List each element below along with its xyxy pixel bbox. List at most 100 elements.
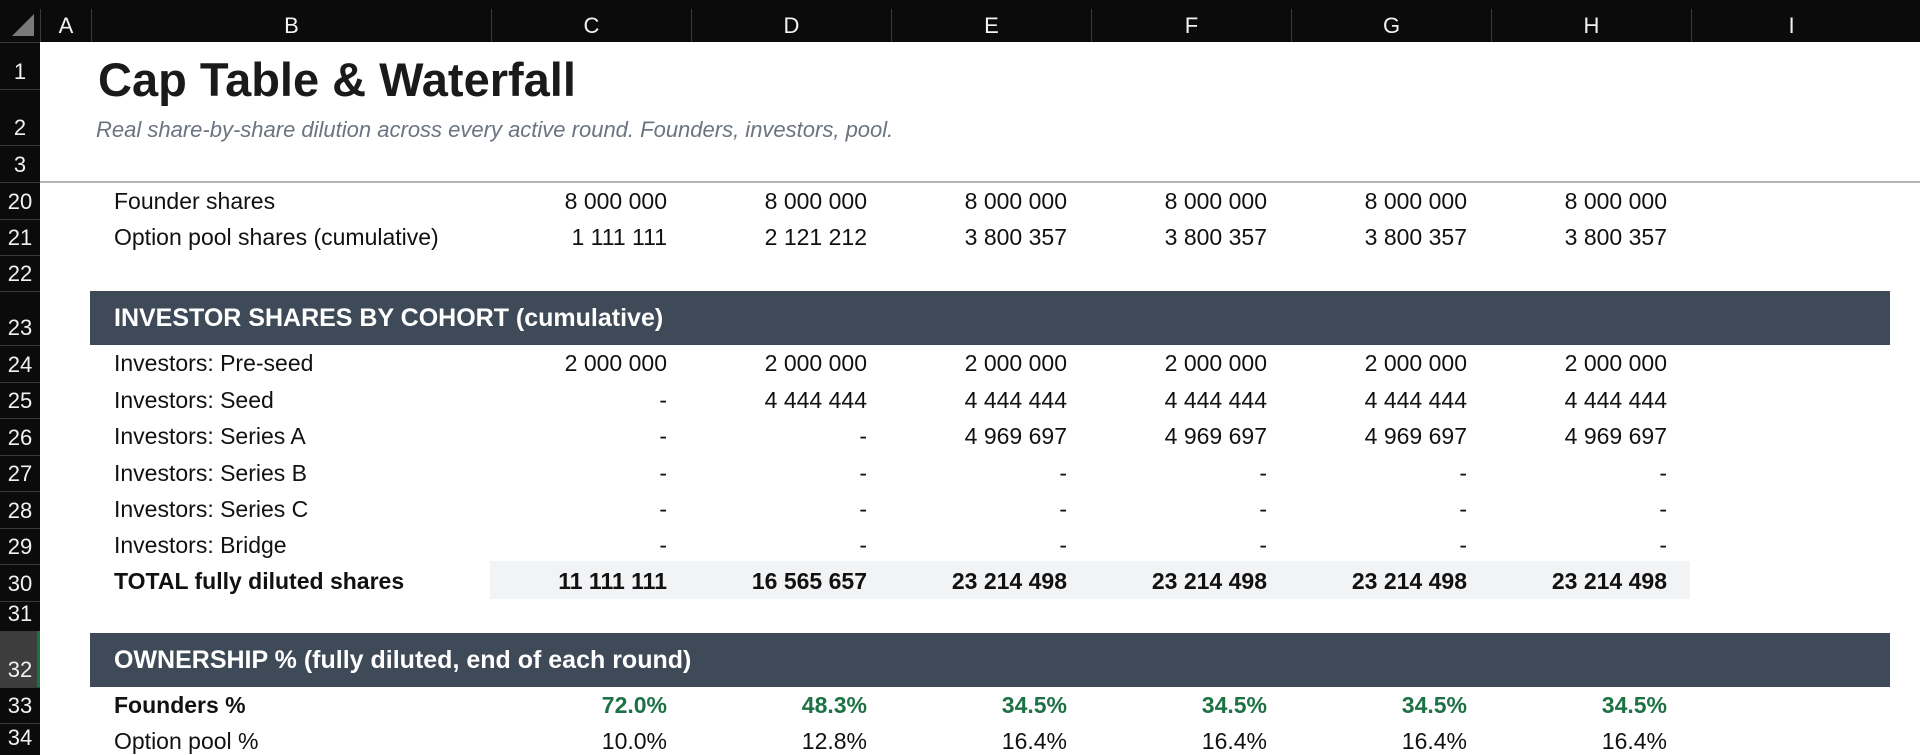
cell[interactable]: 23 214 498: [951, 568, 1067, 594]
cell[interactable]: -: [1459, 532, 1467, 558]
cell[interactable]: 8 000 000: [964, 188, 1067, 214]
row-header-31[interactable]: 31: [0, 601, 40, 631]
column-header-f[interactable]: F: [1091, 9, 1291, 42]
section-header-investor-shares[interactable]: INVESTOR SHARES BY COHORT (cumulative): [90, 291, 1890, 345]
row-header-24[interactable]: 24: [0, 345, 40, 382]
section-header-ownership[interactable]: OWNERSHIP % (fully diluted, end of each …: [90, 633, 1890, 687]
cell[interactable]: -: [1059, 460, 1067, 486]
row-header-33[interactable]: 33: [0, 687, 40, 723]
cell[interactable]: 16.4%: [1001, 728, 1067, 754]
cell[interactable]: -: [1059, 532, 1067, 558]
cell[interactable]: 8 000 000: [1364, 188, 1467, 214]
column-header-h[interactable]: H: [1491, 9, 1691, 42]
row-label-investors-seed[interactable]: Investors: Seed: [114, 387, 274, 413]
row-header-1[interactable]: 1: [0, 42, 40, 89]
cell[interactable]: 16 565 657: [751, 568, 867, 594]
cell[interactable]: -: [1459, 496, 1467, 522]
row-header-22[interactable]: 22: [0, 255, 40, 291]
select-all-corner[interactable]: [0, 9, 40, 42]
cell[interactable]: 11 111 111: [558, 568, 667, 594]
row-header-29[interactable]: 29: [0, 528, 40, 564]
cell[interactable]: 3 800 357: [1364, 224, 1467, 250]
cell[interactable]: 23 214 498: [1351, 568, 1467, 594]
cell[interactable]: -: [859, 460, 867, 486]
cell[interactable]: 2 000 000: [964, 350, 1067, 376]
row-header-28[interactable]: 28: [0, 491, 40, 528]
cell[interactable]: 4 969 697: [1364, 423, 1467, 449]
cell[interactable]: 2 000 000: [1564, 350, 1667, 376]
row-header-3[interactable]: 3: [0, 145, 40, 182]
row-header-23[interactable]: 23: [0, 291, 40, 345]
cell[interactable]: -: [659, 387, 667, 413]
cell[interactable]: 4 444 444: [1164, 387, 1267, 413]
cell[interactable]: 23 214 498: [1551, 568, 1667, 594]
column-header-e[interactable]: E: [891, 9, 1091, 42]
row-label-total-fully-diluted[interactable]: TOTAL fully diluted shares: [114, 568, 405, 594]
column-header-a[interactable]: A: [40, 9, 91, 42]
row-header-32[interactable]: 32: [0, 631, 40, 687]
cell[interactable]: 4 444 444: [964, 387, 1067, 413]
cell[interactable]: -: [1459, 460, 1467, 486]
cell[interactable]: -: [1659, 496, 1667, 522]
row-header-27[interactable]: 27: [0, 455, 40, 491]
cell[interactable]: 10.0%: [601, 728, 667, 754]
cell[interactable]: -: [1259, 460, 1267, 486]
row-header-20[interactable]: 20: [0, 182, 40, 219]
cell[interactable]: 4 969 697: [1564, 423, 1667, 449]
cell[interactable]: 12.8%: [801, 728, 867, 754]
cell[interactable]: -: [659, 496, 667, 522]
cell[interactable]: 34.5%: [1201, 692, 1267, 718]
cell[interactable]: -: [1659, 460, 1667, 486]
cell[interactable]: -: [859, 423, 867, 449]
cell[interactable]: 8 000 000: [1564, 188, 1667, 214]
row-label-option-pool-shares[interactable]: Option pool shares (cumulative): [114, 224, 439, 250]
row-label-founder-shares[interactable]: Founder shares: [114, 188, 276, 214]
cell[interactable]: 16.4%: [1401, 728, 1467, 754]
cell[interactable]: 34.5%: [1001, 692, 1067, 718]
cell[interactable]: 8 000 000: [564, 188, 667, 214]
row-header-26[interactable]: 26: [0, 418, 40, 455]
cell[interactable]: 4 444 444: [1564, 387, 1667, 413]
cell[interactable]: 2 121 212: [764, 224, 867, 250]
row-label-investors-series-a[interactable]: Investors: Series A: [114, 423, 306, 449]
cell[interactable]: 3 800 357: [1564, 224, 1667, 250]
cell[interactable]: -: [1259, 496, 1267, 522]
cell[interactable]: 48.3%: [801, 692, 867, 718]
cell[interactable]: -: [659, 460, 667, 486]
row-header-21[interactable]: 21: [0, 219, 40, 255]
cell[interactable]: -: [659, 423, 667, 449]
row-label-investors-pre-seed[interactable]: Investors: Pre-seed: [114, 350, 314, 376]
cell[interactable]: 16.4%: [1601, 728, 1667, 754]
row-label-investors-bridge[interactable]: Investors: Bridge: [114, 532, 287, 558]
column-header-b[interactable]: B: [91, 9, 491, 42]
row-label-investors-series-c[interactable]: Investors: Series C: [114, 496, 309, 522]
cell[interactable]: 4 444 444: [764, 387, 867, 413]
row-header-34[interactable]: 34: [0, 723, 40, 755]
row-label-investors-series-b[interactable]: Investors: Series B: [114, 460, 308, 486]
cell[interactable]: -: [1259, 532, 1267, 558]
cell[interactable]: -: [659, 532, 667, 558]
cell[interactable]: 3 800 357: [1164, 224, 1267, 250]
column-header-c[interactable]: C: [491, 9, 691, 42]
cell[interactable]: 4 969 697: [964, 423, 1067, 449]
cell[interactable]: 3 800 357: [964, 224, 1067, 250]
cell[interactable]: 23 214 498: [1151, 568, 1267, 594]
cell[interactable]: 1 111 111: [571, 224, 668, 250]
cell[interactable]: -: [1659, 532, 1667, 558]
cell[interactable]: -: [1059, 496, 1067, 522]
cell[interactable]: 2 000 000: [1164, 350, 1267, 376]
row-label-founders-pct[interactable]: Founders %: [114, 692, 246, 718]
row-header-25[interactable]: 25: [0, 382, 40, 418]
row-label-option-pool-pct[interactable]: Option pool %: [114, 728, 259, 754]
column-header-i[interactable]: I: [1691, 9, 1891, 42]
column-header-g[interactable]: G: [1291, 9, 1491, 42]
cell[interactable]: 34.5%: [1401, 692, 1467, 718]
cell[interactable]: -: [859, 532, 867, 558]
cell[interactable]: 2 000 000: [564, 350, 667, 376]
cell[interactable]: 8 000 000: [764, 188, 867, 214]
row-header-2[interactable]: 2: [0, 89, 40, 145]
cell[interactable]: 16.4%: [1201, 728, 1267, 754]
cell[interactable]: 8 000 000: [1164, 188, 1267, 214]
cell[interactable]: 2 000 000: [1364, 350, 1467, 376]
cell[interactable]: 4 969 697: [1164, 423, 1267, 449]
